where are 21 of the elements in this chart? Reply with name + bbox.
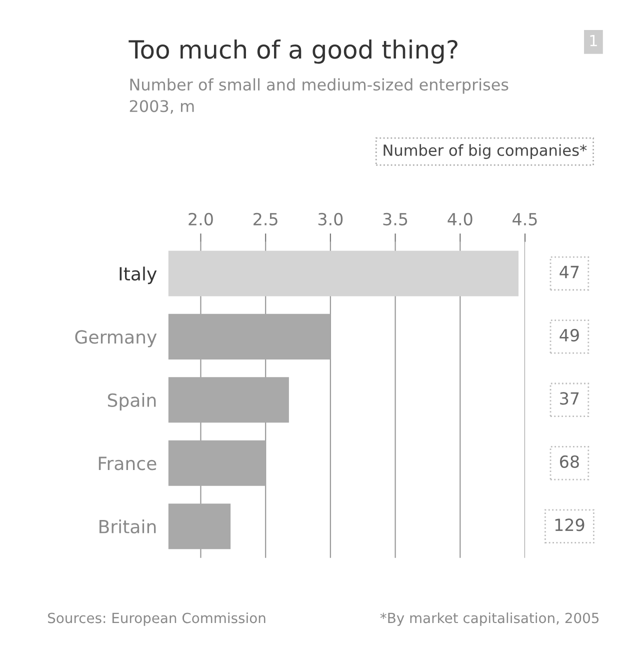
x-tick-label: 3.5 [383,212,408,226]
x-tick-label: 4.5 [512,213,537,226]
text: *By market capitalisation, 2005 [380,612,599,626]
text: 47 [560,266,579,278]
y-tick-label: France [98,456,156,470]
text: Number of big companies* [384,144,587,159]
x-tick-label: 2.5 [254,212,278,226]
y-tick-label: Italy [120,266,157,284]
x-tick-label: 3.0 [318,212,343,226]
text: 37 [560,392,579,405]
chart-title: Too much of a good thing? [128,40,458,64]
x-tick-label: 4.0 [448,212,472,226]
x-tick-label: 2.0 [188,212,213,226]
chart-subtitle: Number of small and medium-sized enterprises 2003, m [130,78,508,114]
y-tick-label: Germany [75,330,157,348]
text: 49 [560,328,579,342]
text: 68 [560,455,579,468]
y-tick-label: Britain [100,519,156,534]
text: 129 [555,518,584,532]
source-note: Sources: European Commission [48,612,266,626]
y-tick-label: Spain [108,393,156,411]
